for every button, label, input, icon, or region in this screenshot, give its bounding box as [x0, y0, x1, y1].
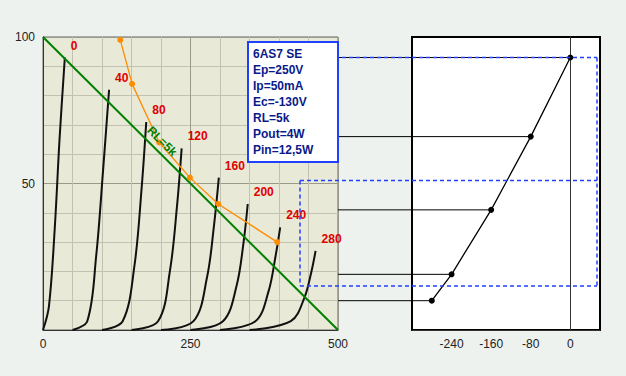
svg-text:250: 250 [180, 337, 200, 351]
svg-text:0: 0 [40, 337, 47, 351]
svg-text:50: 50 [22, 177, 36, 191]
svg-text:RL=5k: RL=5k [253, 111, 290, 125]
svg-text:Ip=50mA: Ip=50mA [253, 79, 304, 93]
svg-text:160: 160 [225, 159, 245, 173]
svg-text:-240: -240 [440, 337, 464, 351]
svg-text:0: 0 [567, 337, 574, 351]
svg-text:RL=5k: RL=5k [144, 123, 180, 159]
svg-text:Pout=4W: Pout=4W [253, 127, 305, 141]
svg-text:0: 0 [71, 39, 78, 53]
svg-text:-80: -80 [522, 337, 540, 351]
svg-text:240: 240 [286, 208, 306, 222]
svg-text:Ec=-130V: Ec=-130V [253, 95, 307, 109]
svg-text:-160: -160 [479, 337, 503, 351]
svg-text:500: 500 [328, 337, 348, 351]
svg-text:200: 200 [254, 185, 274, 199]
svg-text:80: 80 [152, 103, 166, 117]
svg-text:Pin=12,5W: Pin=12,5W [253, 143, 314, 157]
svg-text:100: 100 [15, 30, 35, 44]
svg-text:280: 280 [322, 232, 342, 246]
svg-text:120: 120 [188, 129, 208, 143]
svg-text:6AS7 SE: 6AS7 SE [253, 47, 302, 61]
svg-text:40: 40 [115, 71, 129, 85]
svg-text:Ep=250V: Ep=250V [253, 63, 303, 77]
